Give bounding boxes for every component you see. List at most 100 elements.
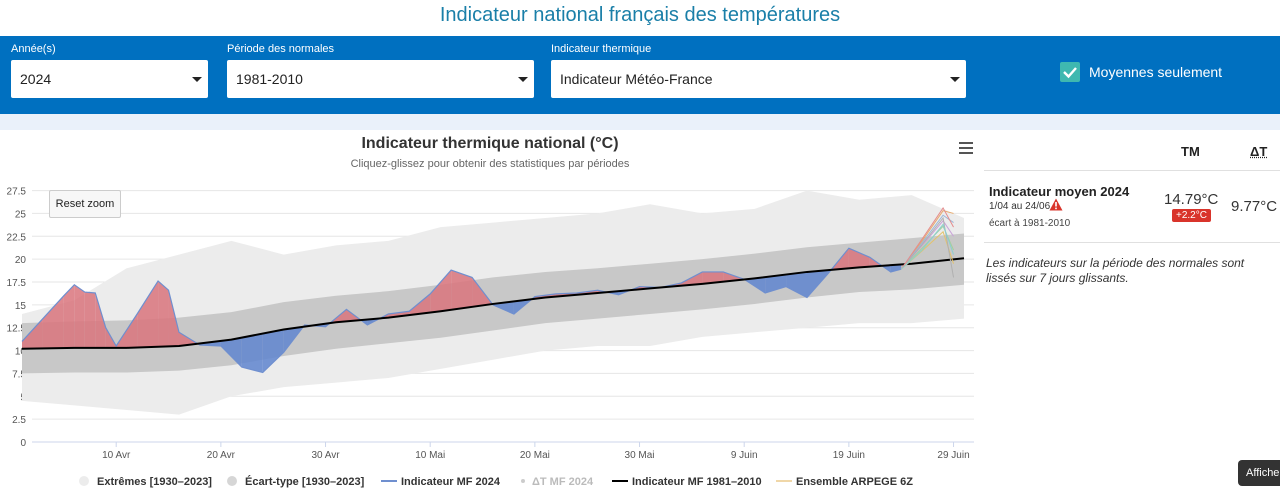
- y-tick-label: 22.5: [7, 232, 27, 243]
- stats-panel: TM ΔT Indicateur moyen 2024 1/04 au 24/0…: [976, 130, 1280, 490]
- indicator-filter: Indicateur thermique Indicateur Météo-Fr…: [551, 42, 966, 98]
- legend-item-ensemble[interactable]: Ensemble ARPEGE 6Z: [776, 474, 913, 490]
- warm-anomaly-area: [22, 318, 43, 349]
- ensemble-member-line: [900, 223, 955, 270]
- stats-row-title: Indicateur moyen 2024: [989, 184, 1130, 199]
- warm-anomaly-area: [74, 284, 85, 348]
- ensemble-member-line: [900, 216, 955, 278]
- ensemble-member-line: [900, 206, 954, 270]
- warm-anomaly-area: [409, 293, 431, 316]
- y-tick-label: 0: [20, 438, 26, 449]
- divider: [984, 170, 1280, 171]
- chart-title: Indicateur thermique national (°C): [361, 135, 619, 152]
- averages-only-checkbox[interactable]: [1060, 62, 1080, 82]
- y-tick-label: 25: [15, 209, 27, 220]
- legend-item-stddev[interactable]: Écart-type [1930–2023]: [226, 474, 364, 490]
- legend-label: Ensemble ARPEGE 6Z: [796, 476, 913, 488]
- x-tick-label: 10 Mai: [415, 450, 445, 461]
- year-value: 2024: [20, 71, 52, 87]
- warm-anomaly-area: [95, 292, 106, 348]
- cold-anomaly-area: [890, 264, 902, 272]
- normal-1981-2010-line: [21, 257, 965, 350]
- cold-anomaly-area: [786, 271, 807, 298]
- warm-anomaly-area: [158, 281, 169, 347]
- indicator-2024-line: [21, 247, 902, 374]
- y-tick-label: 27.5: [7, 187, 27, 198]
- stats-row-ecart: écart à 1981-2010: [989, 218, 1071, 229]
- warm-anomaly-area: [84, 292, 96, 348]
- chevron-down-icon: [192, 77, 202, 82]
- legend-item-indicator-2024[interactable]: Indicateur MF 2024: [381, 474, 500, 490]
- warm-anomaly-area: [451, 270, 473, 310]
- x-tick-label: 19 Juin: [833, 450, 865, 461]
- hamburger-menu-icon[interactable]: [959, 142, 973, 154]
- y-tick-label: 17.5: [7, 278, 27, 289]
- warm-anomaly-area: [702, 271, 724, 284]
- legend-label: Indicateur MF 1981–2010: [632, 476, 762, 488]
- warm-anomaly-area: [137, 281, 159, 348]
- stats-row-dates: 1/04 au 24/06: [989, 201, 1051, 212]
- year-filter: Année(s) 2024: [11, 42, 208, 98]
- column-header-tm: TM: [1181, 144, 1200, 159]
- y-tick-label: 10: [15, 347, 27, 358]
- warm-anomaly-area: [681, 271, 703, 286]
- warm-anomaly-area: [168, 290, 179, 347]
- cold-anomaly-area: [262, 329, 284, 373]
- stats-dt-value: 9.77°C: [1231, 198, 1278, 215]
- cold-anomaly-area: [241, 333, 263, 373]
- anomaly-badge: +2.2°C: [1172, 209, 1211, 222]
- warm-anomaly-area: [430, 270, 452, 313]
- check-icon: [1063, 67, 1077, 79]
- cold-anomaly-area: [807, 270, 828, 298]
- warm-anomaly-area: [63, 284, 75, 349]
- legend-label: ΔT MF 2024: [532, 476, 594, 488]
- legend-item-delta-t[interactable]: ΔT MF 2024: [518, 474, 593, 490]
- x-tick-label: 20 Mai: [520, 450, 550, 461]
- indicator-select[interactable]: Indicateur Météo-France: [551, 60, 966, 98]
- chevron-down-icon: [518, 77, 528, 82]
- smoothing-note: Les indicateurs sur la période des norma…: [986, 256, 1245, 285]
- afficher-button[interactable]: Afficher: [1238, 460, 1280, 486]
- separator-strip: [0, 114, 1280, 130]
- legend-label: Indicateur MF 2024: [401, 476, 501, 488]
- period-filter: Période des normales 1981-2010: [227, 42, 534, 98]
- x-tick-label: 20 Avr: [207, 450, 236, 461]
- filter-bar: Année(s) 2024 Période des normales 1981-…: [0, 36, 1280, 114]
- period-select[interactable]: 1981-2010: [227, 60, 534, 98]
- period-value: 1981-2010: [236, 71, 303, 87]
- y-tick-label: 12.5: [7, 324, 27, 335]
- x-tick-label: 30 Avr: [311, 450, 340, 461]
- y-tick-label: 15: [15, 301, 27, 312]
- ensemble-member-line: [900, 210, 954, 270]
- x-tick-label: 29 Juin: [937, 450, 969, 461]
- warm-anomaly-area: [42, 295, 64, 349]
- chart-subtitle: Cliquez-glissez pour obtenir des statist…: [350, 158, 630, 170]
- legend-label: Écart-type [1930–2023]: [245, 476, 365, 488]
- ensemble-member-line: [900, 214, 954, 270]
- chevron-down-icon: [950, 77, 960, 82]
- cold-anomaly-area: [493, 301, 514, 314]
- page-title: Indicateur national français des tempéra…: [439, 4, 841, 26]
- y-tick-label: 20: [15, 255, 27, 266]
- cold-anomaly-area: [283, 326, 304, 353]
- x-tick-label: 10 Avr: [102, 450, 131, 461]
- warm-anomaly-area: [848, 248, 870, 269]
- warning-icon: [1049, 198, 1063, 211]
- chart-legend: Extrêmes [1930–2023] Écart-type [1930–20…: [0, 474, 976, 490]
- legend-item-extremes[interactable]: Extrêmes [1930–2023]: [78, 474, 212, 490]
- indicator-value: Indicateur Météo-France: [560, 71, 713, 87]
- year-label: Année(s): [11, 43, 56, 55]
- averages-only-label: Moyennes seulement: [1089, 64, 1223, 80]
- column-header-dt[interactable]: ΔT: [1250, 144, 1268, 159]
- stats-tm-value: 14.79°C: [1164, 191, 1219, 208]
- cold-anomaly-area: [220, 337, 242, 368]
- indicator-label: Indicateur thermique: [551, 43, 652, 55]
- y-tick-label: 2.5: [12, 415, 26, 426]
- divider: [984, 242, 1280, 243]
- year-select[interactable]: 2024: [11, 60, 208, 98]
- legend-item-normal[interactable]: Indicateur MF 1981–2010: [612, 474, 762, 490]
- reset-zoom-button[interactable]: Reset zoom: [49, 190, 121, 218]
- x-tick-label: 9 Juin: [731, 450, 758, 461]
